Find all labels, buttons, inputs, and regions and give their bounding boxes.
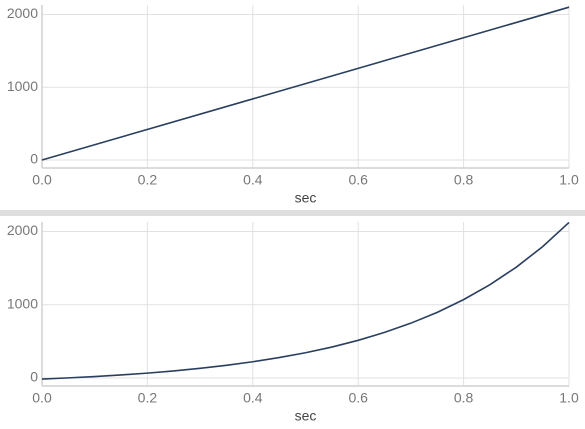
x-tick-label: 1.0 xyxy=(559,172,579,188)
y-tick-label: 0 xyxy=(30,151,38,167)
x-tick-label: 0.0 xyxy=(32,390,52,406)
y-tick-label: 1000 xyxy=(7,295,38,311)
x-tick-label: 0.4 xyxy=(243,172,263,188)
x-tick-label: 0.0 xyxy=(32,172,52,188)
x-tick-label: 0.2 xyxy=(138,172,158,188)
x-tick-label: 0.4 xyxy=(243,390,263,406)
x-tick-label: 0.8 xyxy=(454,390,474,406)
x-tick-label: 0.6 xyxy=(348,172,368,188)
x-tick-label: 1.0 xyxy=(559,390,579,406)
y-tick-label: 2000 xyxy=(7,5,38,21)
x-tick-label: 0.6 xyxy=(348,390,368,406)
data-line xyxy=(41,6,570,161)
x-tick-label: 0.2 xyxy=(138,390,158,406)
data-line xyxy=(41,221,570,380)
x-axis-label: sec xyxy=(295,190,317,206)
y-tick-label: 0 xyxy=(30,369,38,385)
x-axis-label: sec xyxy=(295,408,317,424)
separator xyxy=(0,210,585,216)
y-tick-label: 1000 xyxy=(7,78,38,94)
x-tick-label: 0.8 xyxy=(454,172,474,188)
y-tick-label: 2000 xyxy=(7,222,38,238)
